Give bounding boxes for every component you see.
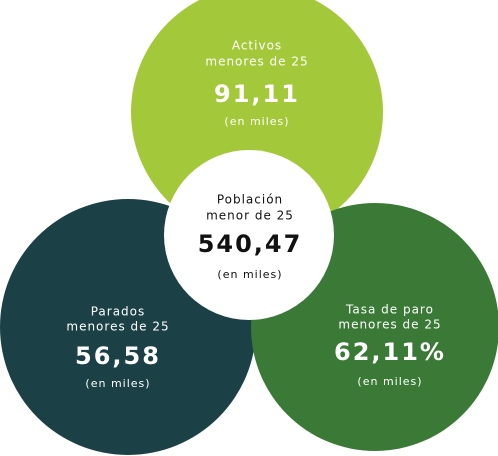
label: menores de 25 [66,320,169,334]
label: Tasa de paro [345,303,434,317]
unit: (en miles) [224,115,289,128]
label: Parados [91,305,146,319]
value: 56,58 [75,342,161,370]
value: 91,11 [214,80,300,108]
unit: (en miles) [85,377,150,390]
circle-poblacion [164,150,334,320]
node-poblacion: Población menor de 25 540,47 (en miles) [198,193,303,282]
node-parados: Parados menores de 25 56,58 (en miles) [66,305,169,391]
value: 540,47 [198,230,303,258]
label: menor de 25 [206,209,294,223]
node-activos: Activos menores de 25 91,11 (en miles) [205,39,308,129]
label: Población [217,193,283,207]
label: menores de 25 [205,55,308,69]
label: Activos [232,39,282,53]
label: menores de 25 [338,318,441,332]
unit: (en miles) [217,268,282,281]
value: 62,11% [334,338,446,366]
unit: (en miles) [357,375,422,388]
node-tasa: Tasa de paro menores de 25 62,11% (en mi… [334,303,446,389]
